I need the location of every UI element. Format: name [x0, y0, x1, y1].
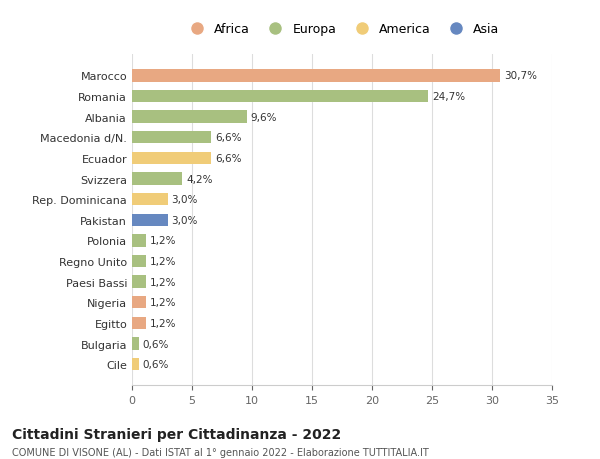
Text: 4,2%: 4,2% — [186, 174, 212, 184]
Bar — [132, 132, 211, 144]
Text: 0,6%: 0,6% — [143, 359, 169, 369]
Text: 24,7%: 24,7% — [432, 92, 465, 102]
Bar — [132, 152, 211, 165]
Bar — [132, 297, 146, 309]
Text: 6,6%: 6,6% — [215, 154, 241, 163]
Bar — [132, 235, 146, 247]
Bar — [132, 214, 168, 226]
Text: 1,2%: 1,2% — [150, 277, 176, 287]
Text: 3,0%: 3,0% — [172, 215, 198, 225]
Text: COMUNE DI VISONE (AL) - Dati ISTAT al 1° gennaio 2022 - Elaborazione TUTTITALIA.: COMUNE DI VISONE (AL) - Dati ISTAT al 1°… — [12, 448, 429, 458]
Text: 0,6%: 0,6% — [143, 339, 169, 349]
Text: 1,2%: 1,2% — [150, 257, 176, 267]
Bar — [132, 317, 146, 330]
Text: 9,6%: 9,6% — [251, 112, 277, 123]
Legend: Africa, Europa, America, Asia: Africa, Europa, America, Asia — [179, 18, 505, 41]
Bar — [132, 338, 139, 350]
Bar — [132, 358, 139, 370]
Text: 6,6%: 6,6% — [215, 133, 241, 143]
Text: 1,2%: 1,2% — [150, 236, 176, 246]
Bar — [132, 70, 500, 83]
Bar — [132, 194, 168, 206]
Bar — [132, 276, 146, 288]
Bar — [132, 91, 428, 103]
Text: 30,7%: 30,7% — [504, 71, 537, 81]
Bar — [132, 111, 247, 123]
Text: 3,0%: 3,0% — [172, 195, 198, 205]
Text: 1,2%: 1,2% — [150, 318, 176, 328]
Text: Cittadini Stranieri per Cittadinanza - 2022: Cittadini Stranieri per Cittadinanza - 2… — [12, 427, 341, 441]
Bar — [132, 173, 182, 185]
Text: 1,2%: 1,2% — [150, 297, 176, 308]
Bar — [132, 255, 146, 268]
